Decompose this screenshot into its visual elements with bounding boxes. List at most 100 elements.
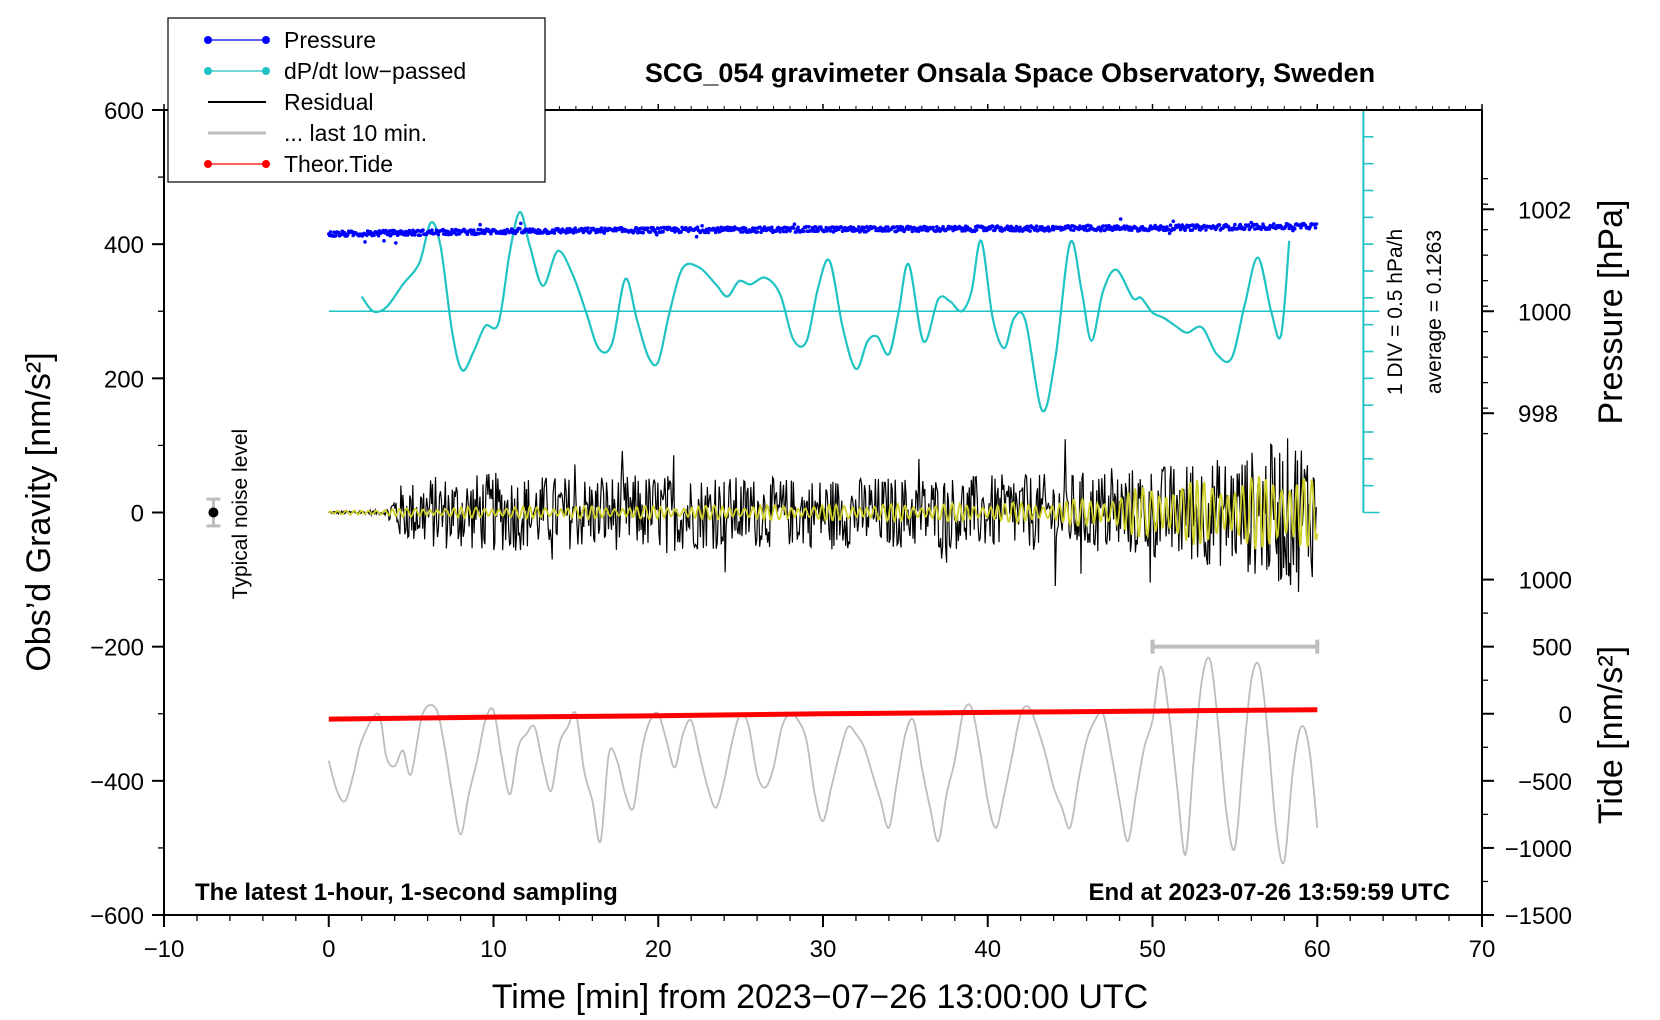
pressure-dot <box>807 225 811 229</box>
dpdt-line <box>360 210 1291 413</box>
pressure-dot <box>346 232 350 237</box>
pressure-tick-label: 1000 <box>1518 299 1571 326</box>
pressure-dot <box>892 225 896 230</box>
theor-tide-line <box>328 707 1318 722</box>
pressure-dot <box>1190 228 1195 232</box>
pressure-dot <box>661 230 665 234</box>
pressure-dot <box>382 239 386 243</box>
pressure-dot <box>1243 227 1247 231</box>
pressure-dot <box>991 224 995 229</box>
dpdt-avg-label: average = 0.1263 <box>1423 230 1446 394</box>
pressure-dot <box>828 229 833 233</box>
x-tick-label: 20 <box>645 936 672 963</box>
pressure-dot <box>403 233 407 237</box>
x-tick-label: 10 <box>480 936 507 963</box>
pressure-dot <box>1166 227 1171 232</box>
pressure-tick-label: 998 <box>1518 401 1558 428</box>
pressure-dot <box>719 225 723 230</box>
pressure-dot <box>1140 225 1145 229</box>
pressure-dot <box>478 222 482 227</box>
last10min-line <box>327 656 1319 865</box>
series-layer <box>206 109 1380 865</box>
pressure-dot <box>442 228 447 233</box>
legend-label: ... last 10 min. <box>284 120 427 146</box>
pressure-dot <box>1299 225 1303 230</box>
pressure-dot <box>1194 226 1198 230</box>
pressure-dot <box>839 225 844 229</box>
legend-marker <box>262 67 270 75</box>
pressure-dot <box>648 230 653 234</box>
pressure-dot <box>1272 222 1276 226</box>
pressure-dot <box>931 225 935 230</box>
pressure-dot <box>1238 222 1243 227</box>
chart-title: SCG_054 gravimeter Onsala Space Observat… <box>645 58 1375 88</box>
pressure-dot <box>1292 226 1297 231</box>
tide-tick-label: 0 <box>1559 702 1572 729</box>
pressure-dot <box>1196 224 1201 229</box>
pressure-dot <box>449 232 453 237</box>
legend-marker <box>204 36 212 44</box>
pressure-dot <box>788 229 792 233</box>
pressure-dot <box>936 226 941 231</box>
pressure-dot <box>418 233 423 237</box>
pressure-dot <box>743 226 748 231</box>
pressure-dot <box>581 230 586 235</box>
x-tick-label: 60 <box>1304 936 1331 963</box>
pressure-dot <box>564 231 568 235</box>
legend-label: dP/dt low−passed <box>284 58 466 84</box>
annotation-right: End at 2023‑07‑26 13:59:59 UTC <box>1089 879 1451 906</box>
pressure-dot <box>1160 225 1165 229</box>
pressure-dot <box>1283 224 1288 229</box>
pressure-dot <box>1046 225 1050 229</box>
pressure-dot <box>1069 227 1073 232</box>
pressure-dot <box>328 230 333 234</box>
pressure-dot <box>573 226 577 230</box>
pressure-dot <box>816 229 820 233</box>
pressure-dot <box>586 226 590 230</box>
legend-marker <box>204 160 212 168</box>
pressure-dot <box>778 230 782 234</box>
x-tick-label: −10 <box>144 936 185 963</box>
pressure-dot <box>1101 224 1106 228</box>
legend-marker <box>262 36 270 44</box>
pressure-dot <box>1217 223 1222 227</box>
pressure-dot <box>694 234 699 239</box>
pressure-dot <box>334 233 338 238</box>
pressure-dot <box>1008 228 1012 233</box>
pressure-dot <box>1028 229 1032 233</box>
tide-tick-label: −500 <box>1518 769 1572 796</box>
pressure-dot <box>518 227 522 231</box>
pressure-dot <box>886 225 890 229</box>
pressure-dot <box>801 229 806 234</box>
pressure-dot <box>1246 223 1251 227</box>
x-tick-label: 70 <box>1469 936 1496 963</box>
labels-layer: SCG_054 gravimeter Onsala Space Observat… <box>20 58 1630 1016</box>
tide-tick-label: 500 <box>1532 635 1572 662</box>
pressure-dot <box>519 221 523 226</box>
pressure-dot <box>1034 224 1039 228</box>
pressure-tick-label: 1002 <box>1518 197 1571 224</box>
pressure-dot <box>796 225 800 230</box>
pressure-dot <box>813 225 818 229</box>
dpdt-div-label: 1 DIV = 0.5 hPa/h <box>1384 229 1407 395</box>
y-axis-title-tide: Tide [nm/s²] <box>1592 646 1630 824</box>
pressure-dot <box>791 226 796 230</box>
pressure-dot <box>456 228 461 233</box>
pressure-dot <box>792 222 797 226</box>
pressure-dot <box>848 225 853 229</box>
pressure-dot <box>1118 217 1123 221</box>
pressure-dot <box>1253 227 1257 231</box>
pressure-dot <box>1168 223 1173 227</box>
y-tick-label: −400 <box>90 769 144 796</box>
pressure-dot <box>1204 228 1208 232</box>
pressure-dot <box>1308 225 1312 229</box>
pressure-dot <box>397 232 402 236</box>
pressure-dot <box>1313 226 1318 230</box>
pressure-dot <box>372 233 376 237</box>
y-axis-title-pressure: Pressure [hPa] <box>1592 200 1630 425</box>
legend-label: Theor.Tide <box>284 151 393 177</box>
pressure-dot <box>753 226 758 231</box>
pressure-dot <box>476 227 481 232</box>
pressure-dot <box>552 231 557 235</box>
